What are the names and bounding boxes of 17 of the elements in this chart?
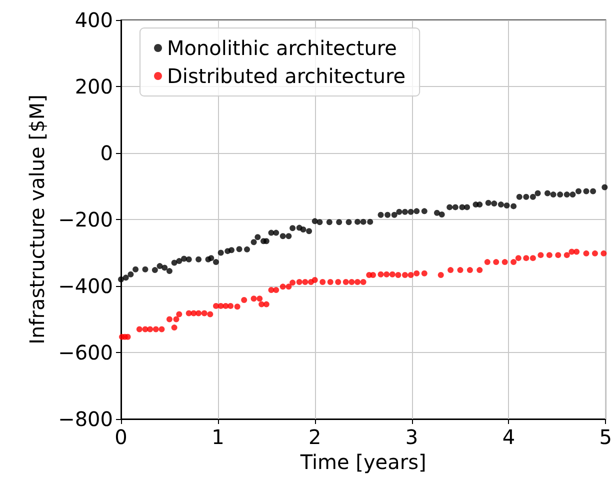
legend-label: Monolithic architecture — [167, 36, 397, 60]
x-tick-label: 2 — [308, 425, 322, 449]
x-tick-label: 5 — [599, 425, 612, 449]
y-axis-title: Infrastructure value [$M] — [25, 94, 50, 344]
y-tick-label: −200 — [58, 208, 113, 232]
x-tick-label: 3 — [405, 425, 418, 449]
x-axis-title: Time [years] — [299, 450, 426, 474]
x-tick-label: 0 — [114, 425, 128, 449]
y-tick-label: 400 — [74, 8, 113, 32]
y-tick-label: −800 — [58, 407, 113, 431]
y-tick-label: −600 — [58, 340, 113, 364]
y-tick-label: −400 — [58, 274, 113, 298]
y-tick-label: 0 — [100, 141, 113, 165]
y-tick-label: 200 — [74, 74, 113, 98]
x-tick-label: 4 — [502, 425, 516, 449]
legend-label: Distributed architecture — [167, 64, 406, 88]
x-tick-label: 1 — [212, 425, 224, 449]
